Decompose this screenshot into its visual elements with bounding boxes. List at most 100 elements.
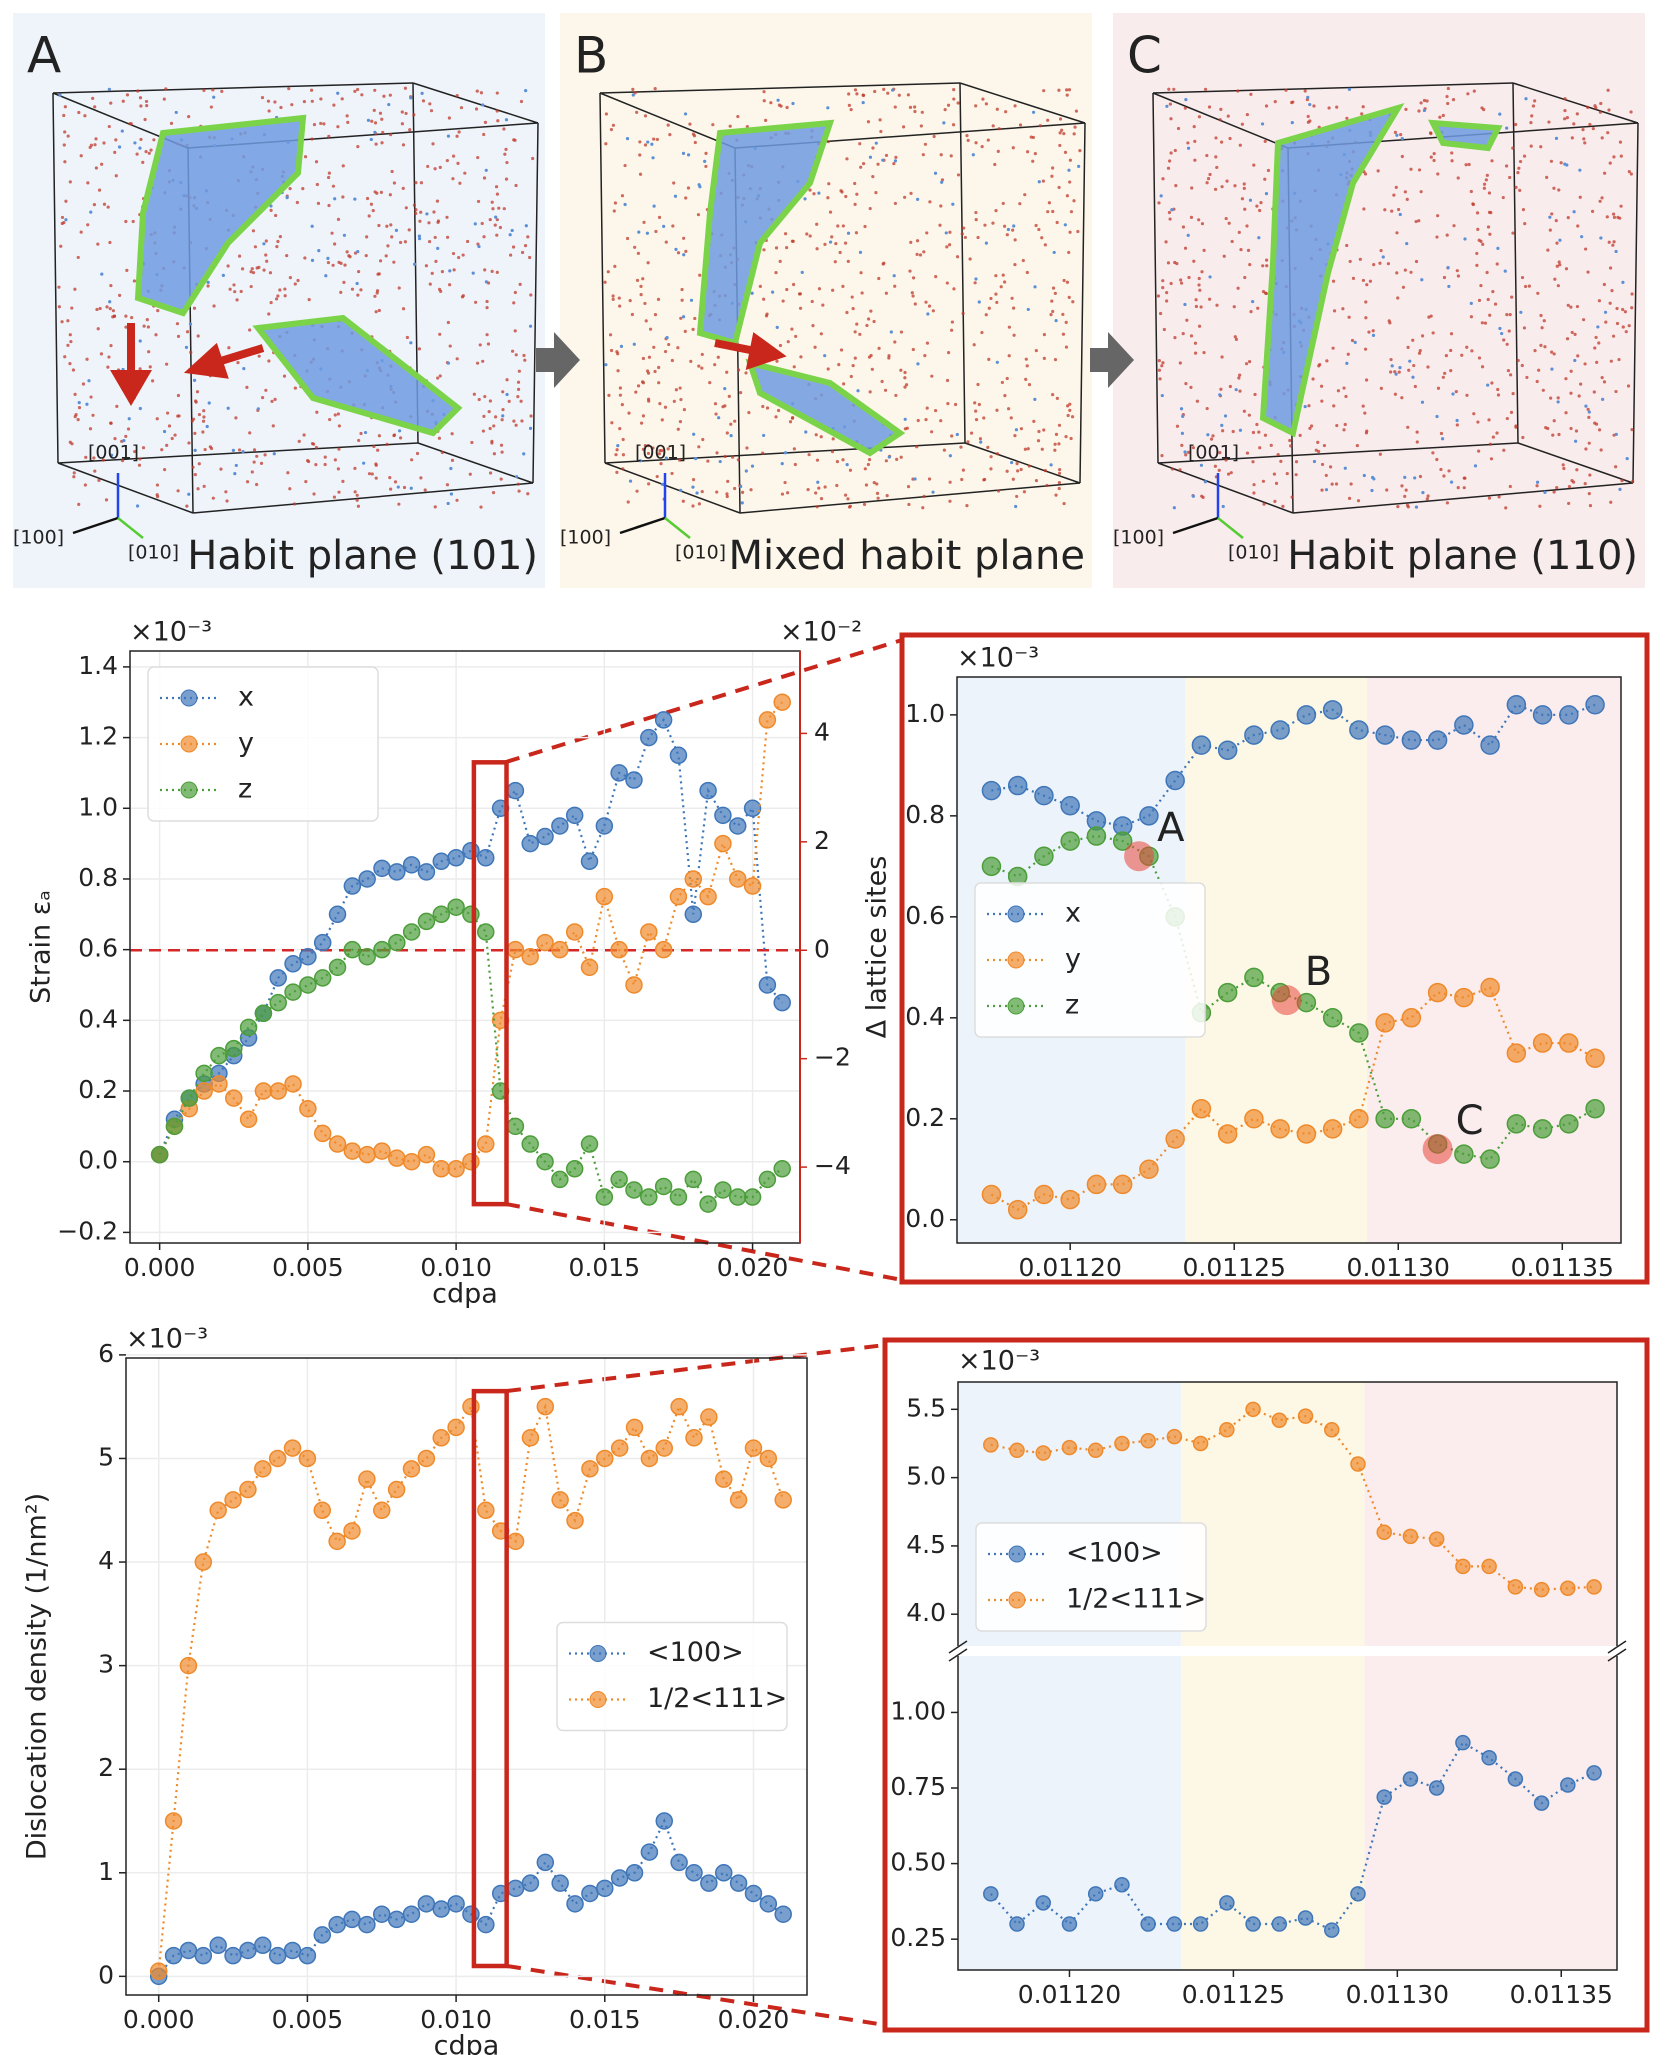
atom: [447, 116, 452, 120]
atom: [1588, 504, 1593, 508]
atom: [1161, 361, 1165, 365]
atom: [1415, 440, 1419, 444]
atom: [57, 305, 61, 309]
y-tick-label: 0.4: [78, 1004, 118, 1033]
data-point: [625, 1418, 644, 1437]
atom: [1465, 393, 1469, 397]
atom: [654, 229, 658, 234]
atom: [353, 466, 357, 470]
atom: [1429, 132, 1433, 136]
atom: [1541, 388, 1545, 392]
data-point: [298, 1449, 317, 1468]
atom: [913, 105, 917, 109]
atom: [392, 181, 397, 185]
atom: [342, 233, 347, 237]
atom: [925, 341, 930, 345]
atom: [370, 472, 374, 476]
atom: [1443, 371, 1447, 375]
atom: [374, 310, 378, 314]
atom: [138, 339, 142, 343]
atom: [124, 219, 128, 224]
atom: [815, 247, 819, 251]
atom: [1575, 112, 1579, 116]
atom: [1450, 151, 1454, 155]
atom: [1161, 286, 1165, 290]
atom: [524, 89, 528, 93]
data-point: [1454, 1144, 1474, 1164]
atom: [259, 461, 264, 465]
atom: [475, 89, 479, 93]
atom: [404, 206, 408, 210]
data-point: [1532, 1033, 1553, 1053]
atom: [1024, 357, 1028, 361]
annotation-label: A: [1157, 805, 1185, 851]
atom: [421, 99, 426, 103]
atom: [1608, 301, 1612, 305]
atom: [641, 414, 646, 418]
x-tick-label: 0.020: [718, 2005, 790, 2034]
atom: [815, 505, 819, 509]
data-point: [179, 1656, 198, 1675]
atom: [1214, 136, 1218, 140]
atom: [847, 103, 851, 108]
atom: [163, 468, 167, 472]
atom: [1003, 280, 1007, 284]
data-point: [1586, 1579, 1602, 1595]
atom: [373, 88, 377, 92]
atom: [1446, 86, 1450, 91]
atom: [1289, 444, 1293, 448]
data-point: [1376, 1524, 1392, 1541]
atom: [1477, 298, 1482, 302]
atom: [353, 89, 357, 93]
atom: [212, 95, 216, 99]
atom: [652, 137, 656, 141]
atom: [646, 371, 651, 375]
data-point: [983, 1437, 999, 1453]
data-point: [269, 1082, 287, 1100]
atom: [1469, 315, 1474, 319]
data-point: [388, 933, 406, 952]
atom: [1036, 439, 1041, 443]
legend-marker: [180, 689, 198, 707]
atom: [485, 299, 489, 304]
atom: [1294, 460, 1299, 464]
atom: [70, 306, 74, 310]
atom: [953, 402, 958, 407]
offset-label: ×10⁻³: [130, 617, 212, 648]
data-point: [387, 1480, 406, 1499]
atom: [856, 389, 860, 393]
atom: [1181, 414, 1185, 418]
data-point: [670, 1853, 688, 1872]
atom: [488, 399, 493, 403]
atom: [940, 178, 945, 182]
data-point: [1559, 1114, 1579, 1134]
atom: [1200, 270, 1204, 274]
atom: [479, 91, 484, 95]
atom: [1586, 105, 1590, 109]
atom: [433, 167, 437, 171]
atom: [1495, 262, 1499, 266]
atom: [1226, 114, 1230, 118]
atom: [251, 271, 256, 275]
data-point: [447, 1160, 465, 1178]
atom: [388, 475, 392, 480]
atom: [276, 294, 280, 298]
atom: [513, 329, 517, 333]
atom: [1455, 423, 1459, 427]
atom: [814, 491, 818, 495]
atom: [783, 451, 788, 455]
atom: [1365, 283, 1369, 287]
data-point: [432, 1429, 450, 1447]
atom: [1630, 428, 1634, 432]
atom: [1418, 349, 1422, 353]
x-tick-label: 0.010: [420, 2005, 492, 2034]
atom: [948, 454, 952, 458]
atom: [653, 87, 657, 91]
atom: [92, 203, 97, 207]
atom: [1486, 297, 1490, 302]
atom: [1211, 434, 1215, 438]
atom: [853, 202, 857, 206]
y-tick-label: 4.0: [906, 1598, 946, 1627]
atom: [750, 464, 755, 468]
